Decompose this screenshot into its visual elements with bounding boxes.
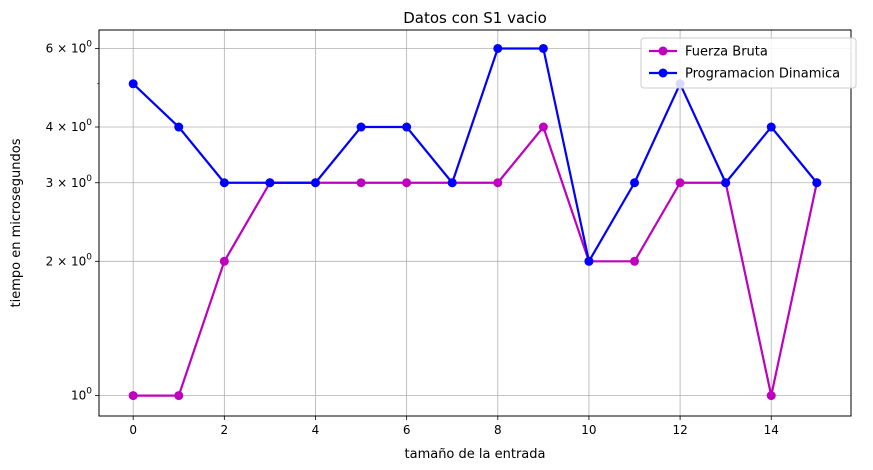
data-point-programacion-dinamica [310, 178, 320, 188]
x-tick-label: 12 [672, 423, 687, 437]
y-axis-label: tiempo en microsegundos [9, 138, 24, 307]
x-tick-label: 6 [403, 423, 411, 437]
x-tick-label: 2 [221, 423, 229, 437]
x-tick-label: 10 [581, 423, 596, 437]
y-tick-label: 6 × 100 [46, 39, 93, 55]
y-tick-label: 2 × 100 [46, 252, 93, 268]
legend-box [640, 37, 857, 89]
x-tick-label: 4 [312, 423, 320, 437]
series-layer [128, 43, 822, 401]
data-point-fuerza-bruta [402, 178, 412, 188]
x-axis-label: tamaño de la entrada [405, 447, 546, 462]
x-tick-label: 8 [494, 423, 502, 437]
x-tick-label: 14 [764, 423, 779, 437]
data-point-programacion-dinamica [219, 178, 229, 188]
data-point-programacion-dinamica [128, 79, 138, 89]
legend-label: Fuerza Bruta [685, 45, 768, 60]
data-point-programacion-dinamica [265, 178, 275, 188]
data-point-programacion-dinamica [402, 122, 412, 132]
data-point-programacion-dinamica [812, 178, 822, 188]
y-tick-label: 100 [71, 387, 92, 403]
data-point-programacion-dinamica [630, 178, 640, 188]
x-tick-label: 0 [129, 423, 137, 437]
data-point-fuerza-bruta [766, 391, 776, 401]
legend-marker [658, 68, 668, 78]
data-point-fuerza-bruta [219, 256, 229, 266]
data-point-fuerza-bruta [493, 178, 503, 188]
data-point-programacion-dinamica [721, 178, 731, 188]
chart-title: Datos con S1 vacio [403, 9, 547, 27]
data-point-fuerza-bruta [538, 122, 548, 132]
data-point-programacion-dinamica [174, 122, 184, 132]
data-point-fuerza-bruta [128, 391, 138, 401]
data-point-fuerza-bruta [356, 178, 366, 188]
plot-frame [98, 29, 852, 417]
data-point-programacion-dinamica [766, 122, 776, 132]
legend: Fuerza Bruta Programacion Dinamica [640, 37, 857, 89]
data-point-programacion-dinamica [584, 256, 594, 266]
x-axis: 0 2 4 6 8 10 12 14 [129, 416, 779, 437]
series-line-fuerza-bruta [133, 125, 818, 397]
data-point-programacion-dinamica [447, 178, 457, 188]
data-point-fuerza-bruta [630, 256, 640, 266]
y-axis: 100 2 × 100 3 × 100 4 × 100 6 × 100 [46, 39, 99, 403]
legend-marker [658, 46, 668, 56]
series-line-programacion-dinamica [132, 47, 818, 263]
data-point-fuerza-bruta [174, 391, 184, 401]
legend-label: Programacion Dinamica [685, 67, 840, 82]
y-tick-label: 4 × 100 [46, 118, 93, 134]
y-tick-label: 3 × 100 [46, 174, 93, 190]
data-point-programacion-dinamica [493, 43, 503, 53]
data-point-fuerza-bruta [675, 178, 685, 188]
data-point-programacion-dinamica [538, 43, 548, 53]
data-point-programacion-dinamica [356, 122, 366, 132]
